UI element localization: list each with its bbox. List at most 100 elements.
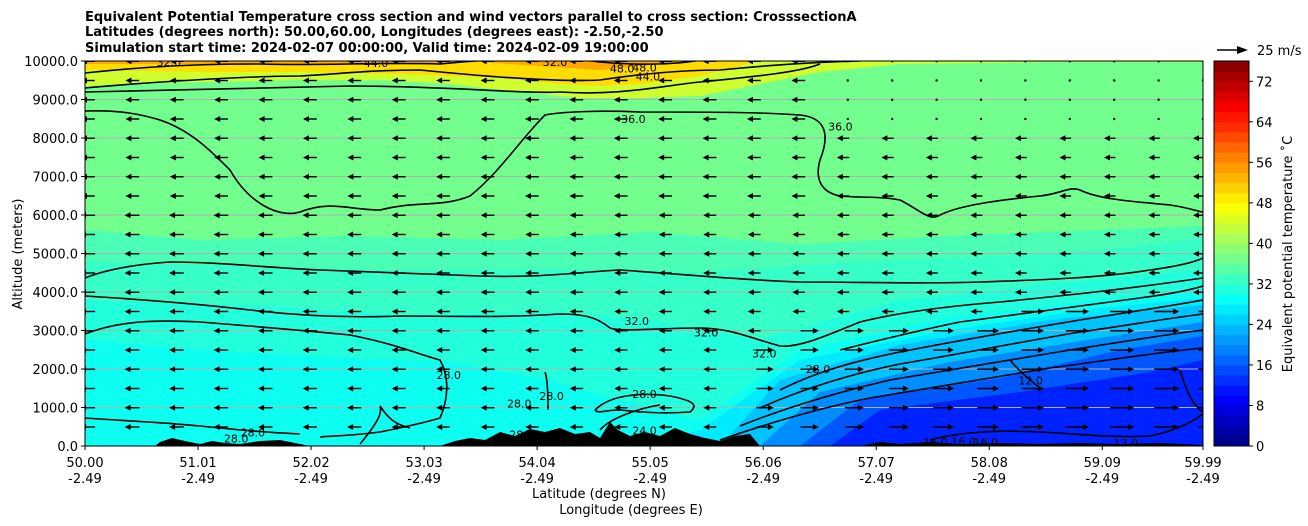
wind-vector-head bbox=[1059, 135, 1066, 142]
wind-vector bbox=[891, 79, 894, 82]
wind-vector bbox=[124, 212, 140, 219]
wind-vector-head bbox=[436, 173, 443, 180]
colorbar-segment bbox=[1214, 324, 1249, 336]
wind-vector bbox=[613, 173, 628, 180]
wind-vector-head bbox=[614, 404, 621, 411]
wind-vector-head bbox=[85, 77, 87, 84]
wind-vector bbox=[213, 212, 229, 219]
wind-vector bbox=[569, 250, 584, 257]
wind-vector-head bbox=[525, 135, 531, 142]
wind-vector-head bbox=[125, 193, 132, 199]
wind-vector-head bbox=[1038, 366, 1045, 373]
colorbar: 0 8 16 24 32 40 48 56 64 72 bbox=[1213, 60, 1273, 455]
contour-line-8 bbox=[594, 393, 695, 414]
wind-vector bbox=[792, 270, 805, 276]
wind-vector-head bbox=[1083, 308, 1090, 315]
wind-vector-head bbox=[970, 308, 977, 315]
colorbar-segment bbox=[1214, 61, 1249, 72]
wind-vector-head bbox=[1103, 231, 1110, 238]
wind-vector bbox=[480, 424, 495, 430]
wind-vector-head bbox=[124, 327, 131, 334]
wind-vector-head bbox=[1038, 347, 1045, 353]
wind-vector-head bbox=[703, 231, 710, 238]
wind-vector bbox=[703, 289, 717, 296]
wind-vector-head bbox=[480, 231, 487, 238]
wind-vector-head bbox=[214, 96, 221, 103]
wind-vector-head bbox=[124, 308, 131, 315]
wind-vector-head bbox=[1173, 327, 1180, 334]
wind-vector bbox=[1021, 404, 1045, 411]
wind-vector-head bbox=[569, 231, 576, 238]
wind-vector-head bbox=[614, 366, 621, 373]
wind-vector bbox=[347, 193, 362, 199]
wind-vector-head bbox=[302, 366, 309, 373]
wind-vector bbox=[970, 270, 983, 276]
wind-vector-head bbox=[214, 135, 221, 142]
wind-vector-head bbox=[347, 193, 354, 199]
wind-vector-head bbox=[525, 173, 531, 180]
contour-line-16 bbox=[929, 413, 1203, 441]
wind-vector-dot bbox=[1157, 117, 1160, 121]
wind-vector-head bbox=[836, 270, 843, 276]
wind-vector bbox=[1068, 117, 1072, 121]
wind-vector-head bbox=[302, 385, 309, 392]
wind-vector bbox=[436, 327, 451, 334]
wind-vector-head bbox=[525, 231, 532, 238]
wind-vector-head bbox=[1148, 173, 1155, 180]
wind-vector bbox=[1110, 327, 1135, 334]
contour-line-9 bbox=[599, 404, 661, 431]
colorbar-segment bbox=[1214, 263, 1249, 275]
wind-vector-head bbox=[213, 212, 220, 219]
wind-vector-head bbox=[258, 154, 265, 161]
wind-vector-head bbox=[1014, 135, 1021, 142]
wind-vector-head bbox=[569, 308, 576, 315]
wind-vector-head bbox=[258, 327, 265, 334]
wind-vector bbox=[836, 135, 850, 142]
wind-vector-head bbox=[792, 250, 799, 257]
wind-vector-head bbox=[1014, 231, 1021, 238]
colorbar-tick-label-2: 16 bbox=[1256, 359, 1273, 374]
wind-vector-head bbox=[258, 250, 265, 257]
wind-vector bbox=[1021, 308, 1045, 315]
wind-vector-head bbox=[569, 347, 576, 353]
wind-vector bbox=[258, 289, 273, 296]
wind-vector bbox=[1193, 173, 1203, 180]
colorbar-segment bbox=[1214, 364, 1249, 376]
wind-vector-head bbox=[1014, 270, 1021, 276]
wind-vector-head bbox=[614, 385, 621, 392]
wind-vector-head bbox=[214, 116, 221, 122]
wind-vector bbox=[935, 79, 938, 82]
wind-vector bbox=[391, 270, 406, 276]
wind-vector bbox=[881, 231, 894, 238]
wind-vector-head bbox=[436, 385, 443, 392]
wind-vector-head bbox=[613, 61, 620, 65]
wind-vector-head bbox=[1059, 212, 1066, 219]
wind-vector bbox=[302, 250, 317, 257]
wind-vector bbox=[214, 135, 228, 142]
wind-vector bbox=[747, 270, 761, 276]
wind-vector-head bbox=[347, 77, 354, 84]
wind-vector-head bbox=[947, 385, 954, 392]
wind-vector bbox=[258, 347, 273, 353]
wind-vector-head bbox=[970, 193, 977, 199]
wind-vector-head bbox=[525, 250, 532, 257]
wind-vector bbox=[125, 154, 140, 161]
wind-vector bbox=[791, 154, 806, 161]
wind-vector bbox=[658, 116, 672, 122]
wind-vector bbox=[213, 424, 229, 430]
wind-vector bbox=[1148, 173, 1160, 180]
wind-vector bbox=[480, 385, 495, 392]
y-tick-label-4: 4000.0 bbox=[33, 286, 79, 301]
wind-vector bbox=[1193, 135, 1203, 142]
wind-vector-dot bbox=[979, 98, 983, 101]
wind-vector bbox=[881, 250, 894, 257]
wind-vector-head bbox=[747, 173, 753, 180]
wind-vector-head bbox=[658, 96, 665, 103]
wind-vector bbox=[925, 231, 939, 238]
wind-vector-head bbox=[436, 347, 443, 353]
wind-vector bbox=[1065, 327, 1090, 334]
wind-vector-head bbox=[881, 308, 888, 315]
wind-vector bbox=[569, 289, 584, 296]
wind-vector bbox=[836, 289, 850, 296]
wind-vector-head bbox=[525, 366, 532, 373]
